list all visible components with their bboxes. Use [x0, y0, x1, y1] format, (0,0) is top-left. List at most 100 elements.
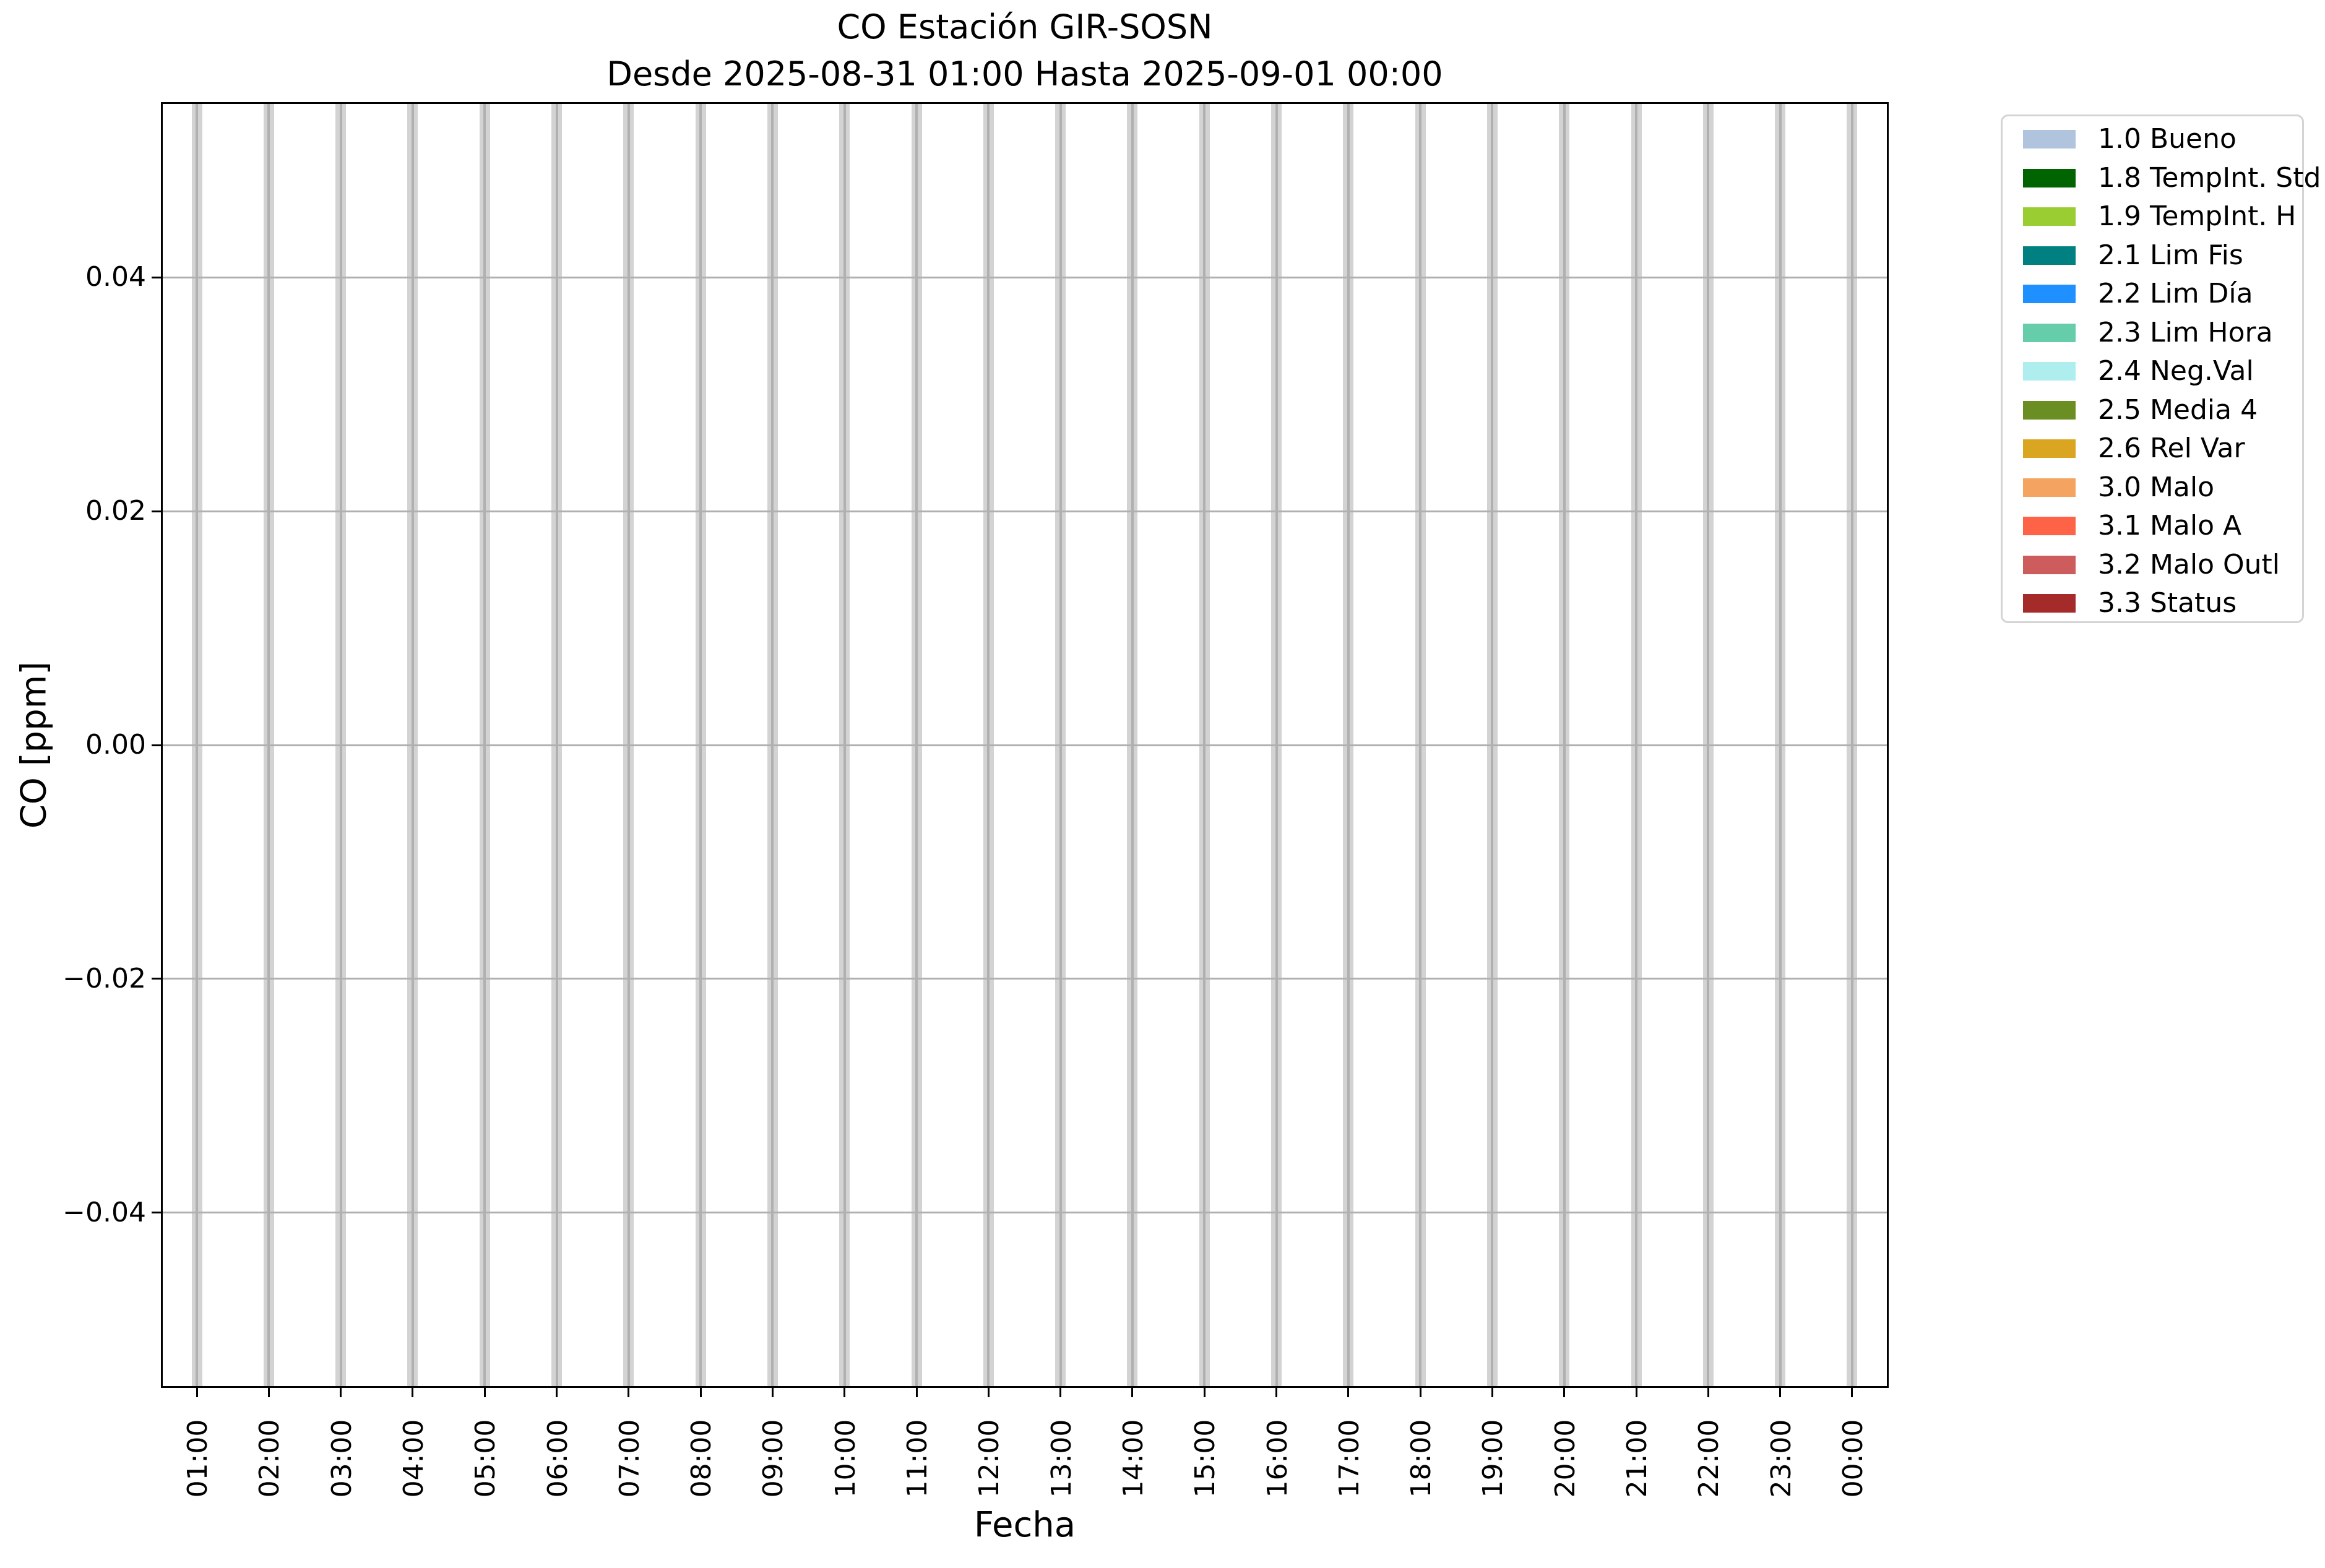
legend-swatch	[2023, 207, 2076, 226]
x-tick-label: 08:00	[686, 1419, 718, 1498]
chart-title: CO Estación GIR-SOSN	[837, 7, 1213, 46]
x-tick-label: 20:00	[1549, 1419, 1581, 1498]
y-tick-label: −0.02	[63, 962, 146, 994]
x-tick-mark	[196, 1388, 198, 1397]
vertical-gridline	[915, 104, 918, 1386]
x-tick-mark	[556, 1388, 558, 1397]
legend-row: 1.9 TempInt. H	[2003, 197, 2302, 236]
x-tick-mark	[771, 1388, 774, 1397]
legend-label: 2.4 Neg.Val	[2098, 355, 2254, 387]
x-tick-mark	[1563, 1388, 1566, 1397]
legend-label: 3.3 Status	[2098, 587, 2237, 619]
y-tick-mark	[152, 276, 161, 278]
vertical-gridline	[1563, 104, 1566, 1386]
vertical-gridline	[843, 104, 846, 1386]
legend-swatch	[2023, 439, 2076, 459]
vertical-gridline	[411, 104, 414, 1386]
plot-box	[161, 102, 1889, 1388]
vertical-gridline	[483, 104, 486, 1386]
x-tick-mark	[1491, 1388, 1493, 1397]
chart-title-block: CO Estación GIR-SOSN Desde 2025-08-31 01…	[161, 4, 1889, 98]
vertical-gridline	[1635, 104, 1637, 1386]
horizontal-gridline	[163, 1212, 1887, 1214]
x-tick-label: 10:00	[829, 1419, 861, 1498]
legend-swatch	[2023, 168, 2076, 187]
x-tick-mark	[1419, 1388, 1421, 1397]
legend-row: 2.1 Lim Fis	[2003, 236, 2302, 275]
x-tick-label: 09:00	[757, 1419, 790, 1498]
vertical-gridline	[1707, 104, 1710, 1386]
x-tick-label: 22:00	[1693, 1419, 1725, 1498]
legend-swatch	[2023, 323, 2076, 342]
legend-label: 3.2 Malo Outl	[2098, 548, 2280, 580]
x-tick-label: 00:00	[1837, 1419, 1869, 1498]
legend-row: 1.0 Bueno	[2003, 120, 2302, 159]
vertical-gridline	[1131, 104, 1134, 1386]
legend-swatch	[2023, 130, 2076, 149]
legend-swatch	[2023, 555, 2076, 574]
x-tick-label: 06:00	[541, 1419, 574, 1498]
legend-swatch	[2023, 400, 2076, 420]
x-axis-label: Fecha	[973, 1505, 1076, 1545]
vertical-gridline	[196, 104, 198, 1386]
legend-row: 3.3 Status	[2003, 584, 2302, 623]
vertical-gridline	[987, 104, 990, 1386]
y-tick-label: 0.02	[85, 495, 146, 527]
horizontal-gridline	[163, 744, 1887, 746]
legend: 1.0 Bueno 1.8 TempInt. Std 1.9 TempInt. H 2…	[2001, 114, 2321, 623]
legend-row: 2.6 Rel Var	[2003, 429, 2302, 468]
x-tick-label: 05:00	[470, 1419, 502, 1498]
legend-row: 3.2 Malo Outl	[2003, 546, 2302, 585]
x-tick-mark	[843, 1388, 846, 1397]
x-tick-label: 17:00	[1333, 1419, 1365, 1498]
horizontal-gridline	[163, 510, 1887, 512]
horizontal-gridline	[163, 276, 1887, 278]
y-tick-mark	[152, 744, 161, 746]
x-tick-label: 01:00	[182, 1419, 214, 1498]
legend-label: 3.1 Malo A	[2098, 510, 2242, 542]
legend-label: 3.0 Malo	[2098, 471, 2215, 503]
x-tick-label: 16:00	[1261, 1419, 1293, 1498]
x-tick-label: 07:00	[613, 1419, 645, 1498]
vertical-gridline	[699, 104, 702, 1386]
legend-row: 2.3 Lim Hora	[2003, 314, 2302, 353]
x-tick-label: 23:00	[1765, 1419, 1797, 1498]
legend-swatch	[2023, 246, 2076, 265]
vertical-gridline	[339, 104, 342, 1386]
x-tick-mark	[915, 1388, 918, 1397]
vertical-gridline	[1059, 104, 1062, 1386]
vertical-gridline	[771, 104, 774, 1386]
x-tick-label: 12:00	[973, 1419, 1006, 1498]
x-tick-label: 19:00	[1477, 1419, 1509, 1498]
vertical-gridline	[1347, 104, 1350, 1386]
y-tick-label: 0.04	[85, 261, 146, 293]
x-tick-mark	[987, 1388, 990, 1397]
x-tick-label: 21:00	[1621, 1419, 1653, 1498]
y-tick-label: 0.00	[85, 729, 146, 760]
legend-swatch	[2023, 362, 2076, 381]
legend-label: 1.9 TempInt. H	[2098, 200, 2297, 233]
plot-area	[163, 104, 1887, 1386]
x-tick-mark	[1275, 1388, 1277, 1397]
x-tick-mark	[483, 1388, 486, 1397]
x-tick-mark	[1347, 1388, 1350, 1397]
x-tick-label: 15:00	[1189, 1419, 1222, 1498]
x-tick-mark	[699, 1388, 702, 1397]
horizontal-gridline	[163, 978, 1887, 980]
x-tick-label: 04:00	[397, 1419, 429, 1498]
y-tick-mark	[152, 1212, 161, 1214]
legend-label: 2.3 Lim Hora	[2098, 316, 2273, 348]
legend-label: 2.1 Lim Fis	[2098, 239, 2243, 271]
legend-swatch	[2023, 285, 2076, 304]
vertical-gridline	[555, 104, 558, 1386]
y-tick-mark	[152, 510, 161, 512]
x-tick-mark	[1779, 1388, 1782, 1397]
x-tick-label: 11:00	[902, 1419, 933, 1498]
y-tick-label: −0.04	[63, 1196, 146, 1228]
x-tick-label: 02:00	[254, 1419, 286, 1498]
vertical-gridline	[1419, 104, 1422, 1386]
x-tick-mark	[1851, 1388, 1853, 1397]
vertical-gridline	[1491, 104, 1494, 1386]
x-tick-mark	[340, 1388, 342, 1397]
